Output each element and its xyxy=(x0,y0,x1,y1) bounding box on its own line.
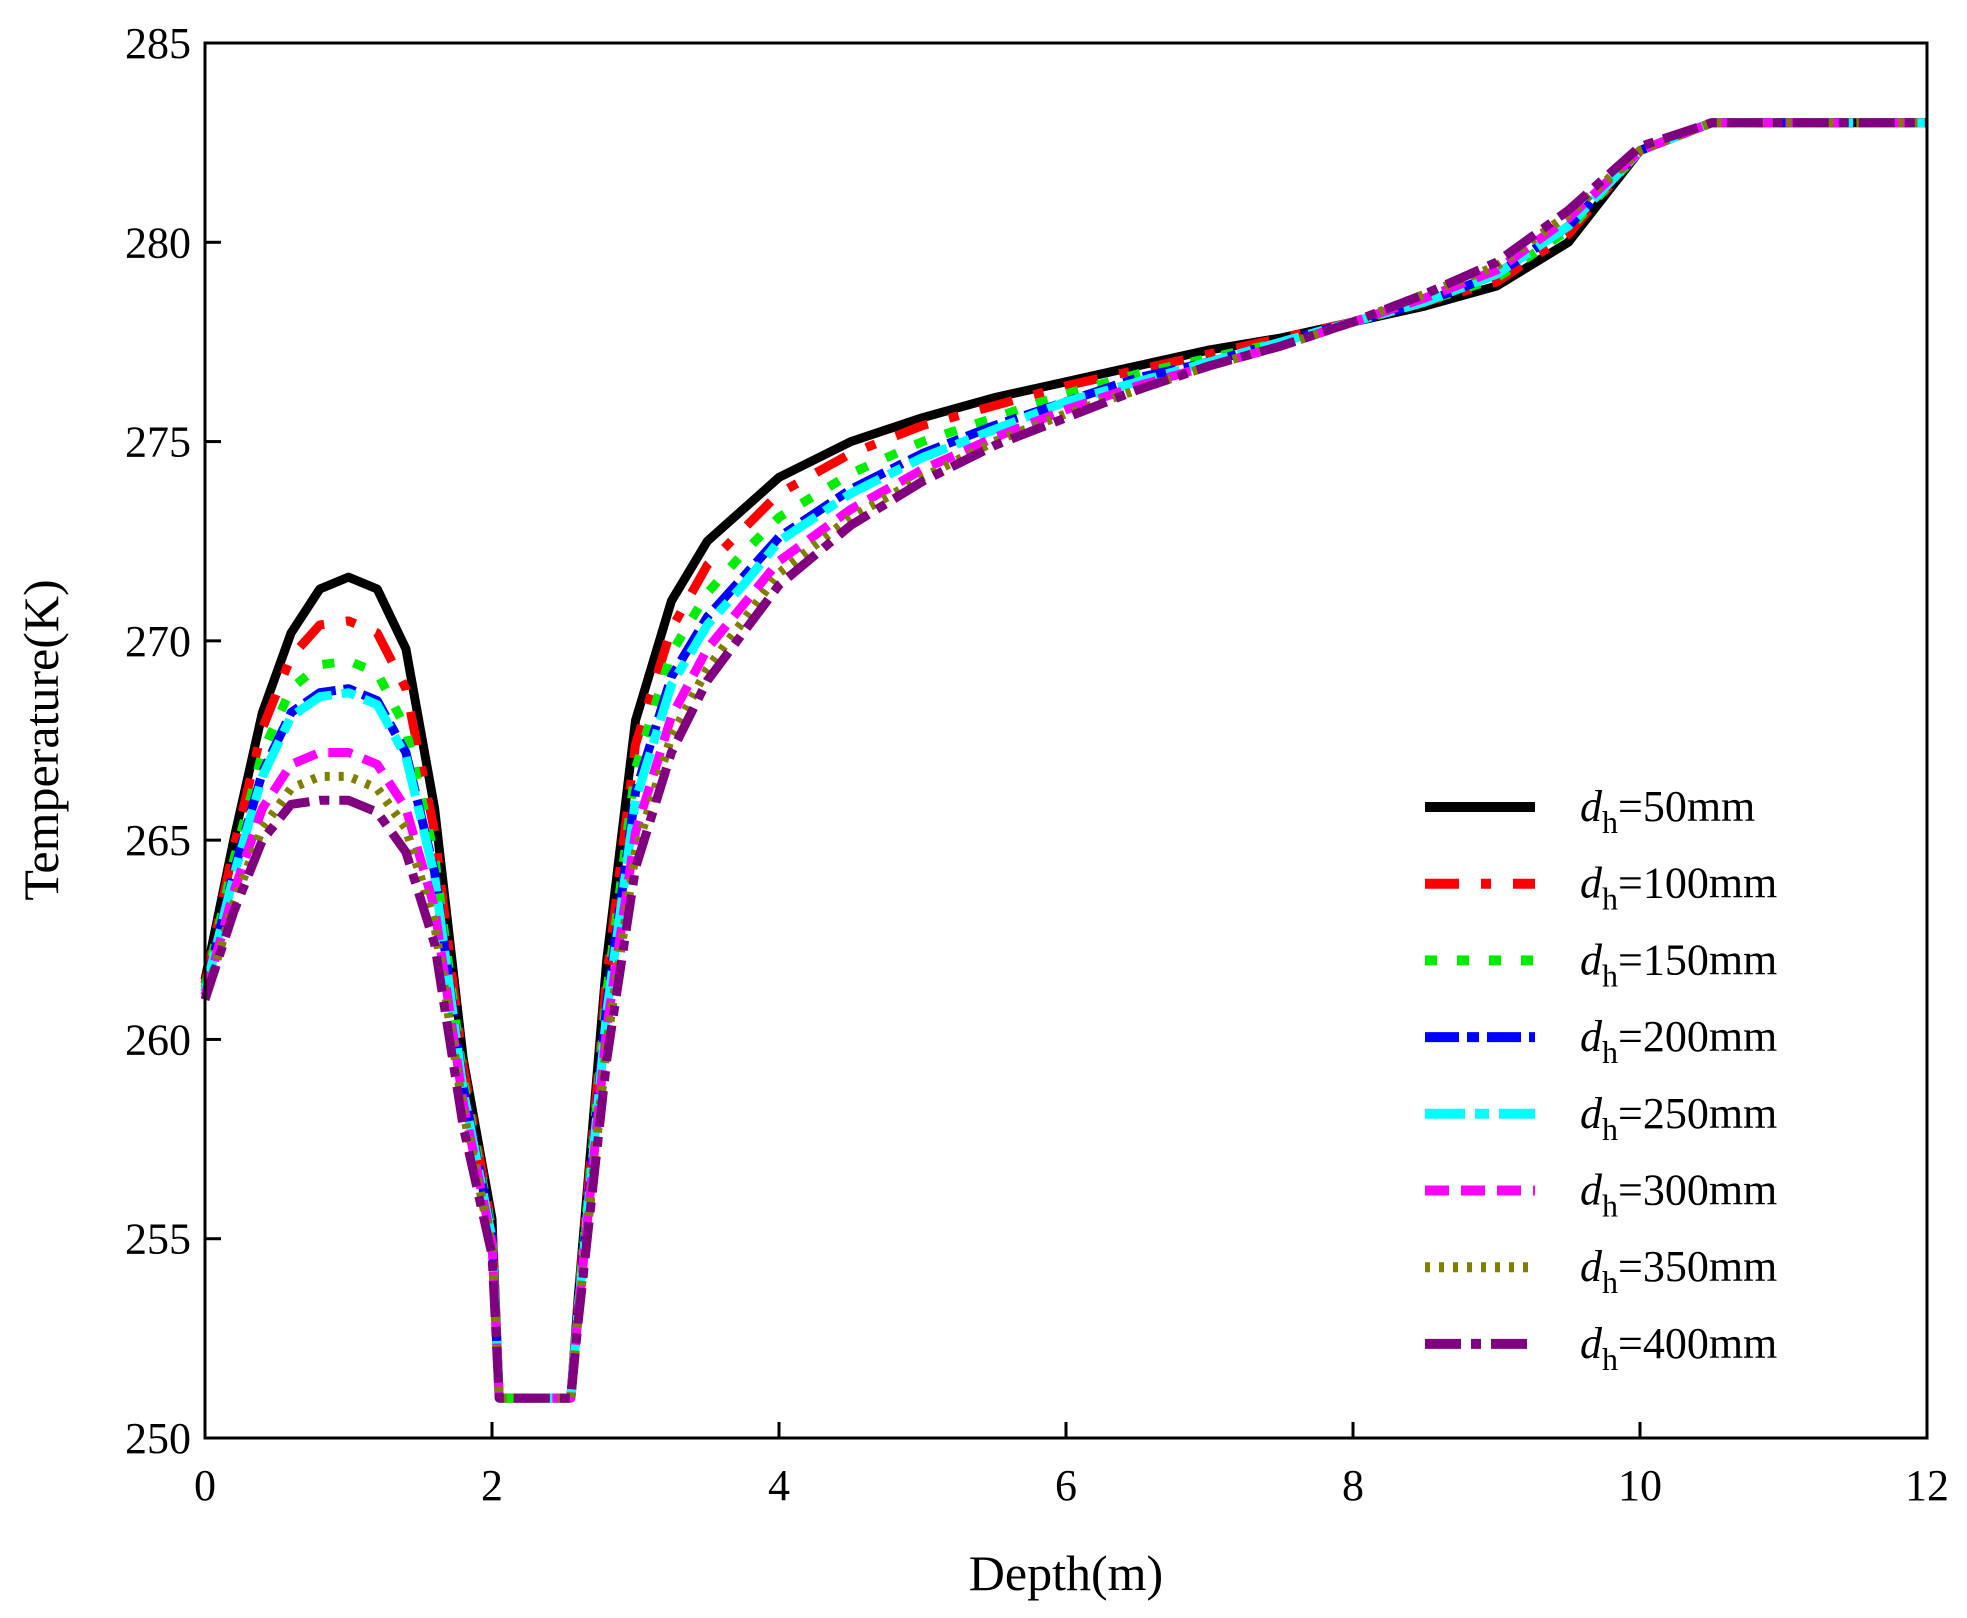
y-axis-title: Temperature(K) xyxy=(13,579,69,900)
legend-label-var: d xyxy=(1580,1319,1603,1368)
legend-label-var: d xyxy=(1580,1166,1603,1215)
legend-label-4: dh=200mm xyxy=(1580,1012,1777,1070)
legend: dh=50mmdh=100mmdh=150mmdh=200mmdh=250mmd… xyxy=(1425,782,1777,1377)
y-tick-label: 250 xyxy=(125,1414,191,1463)
x-tick-label: 6 xyxy=(1055,1461,1077,1510)
axis-ticks: 0 2 4 6 8 10 12 250 255 260 265 270 275 280 285 xyxy=(125,19,1949,1510)
legend-label-var: d xyxy=(1580,859,1603,908)
legend-label-5: dh=250mm xyxy=(1580,1089,1777,1147)
legend-label-rest: =150mm xyxy=(1618,935,1777,984)
legend-label-rest: =350mm xyxy=(1618,1242,1777,1291)
x-tick-label: 0 xyxy=(194,1461,216,1510)
x-tick-label: 4 xyxy=(768,1461,790,1510)
legend-label-sub: h xyxy=(1602,1264,1618,1300)
x-tick-label: 12 xyxy=(1905,1461,1949,1510)
y-tick-label: 280 xyxy=(125,218,191,267)
y-tick-label: 285 xyxy=(125,19,191,68)
legend-label-var: d xyxy=(1580,1242,1603,1291)
legend-label-3: dh=150mm xyxy=(1580,935,1777,993)
legend-label-sub: h xyxy=(1602,881,1618,917)
legend-label-rest: =50mm xyxy=(1618,782,1755,831)
legend-label-sub: h xyxy=(1602,1111,1618,1147)
y-tick-label: 255 xyxy=(125,1215,191,1264)
plot-frame xyxy=(203,41,1929,1440)
series-line-6 xyxy=(200,118,1927,1403)
legend-label-var: d xyxy=(1580,935,1603,984)
legend-label-2: dh=100mm xyxy=(1580,859,1777,917)
series-line-8 xyxy=(200,118,1927,1403)
legend-label-var: d xyxy=(1580,782,1603,831)
legend-label-sub: h xyxy=(1602,957,1618,993)
plot-series-group xyxy=(200,118,1927,1403)
legend-label-sub: h xyxy=(1602,1341,1618,1377)
legend-label-var: d xyxy=(1580,1089,1603,1138)
legend-label-6: dh=300mm xyxy=(1580,1166,1777,1224)
legend-label-7: dh=350mm xyxy=(1580,1242,1777,1300)
x-tick-label: 2 xyxy=(481,1461,503,1510)
x-tick-label: 10 xyxy=(1618,1461,1662,1510)
x-tick-label: 8 xyxy=(1342,1461,1364,1510)
x-axis-title: Depth(m) xyxy=(969,1545,1163,1601)
legend-label-1: dh=50mm xyxy=(1580,782,1755,840)
y-tick-label: 270 xyxy=(125,617,191,666)
y-tick-label: 260 xyxy=(125,1015,191,1064)
legend-label-var: d xyxy=(1580,1012,1603,1061)
legend-label-sub: h xyxy=(1602,1034,1618,1070)
legend-label-sub: h xyxy=(1602,804,1618,840)
legend-label-sub: h xyxy=(1602,1188,1618,1224)
y-tick-label: 275 xyxy=(125,418,191,467)
legend-label-rest: =400mm xyxy=(1618,1319,1777,1368)
legend-label-rest: =200mm xyxy=(1618,1012,1777,1061)
y-tick-label: 265 xyxy=(125,816,191,865)
legend-label-rest: =300mm xyxy=(1618,1166,1777,1215)
series-line-5 xyxy=(200,118,1927,1403)
legend-label-rest: =250mm xyxy=(1618,1089,1777,1138)
legend-label-8: dh=400mm xyxy=(1580,1319,1777,1377)
legend-label-rest: =100mm xyxy=(1618,859,1777,908)
